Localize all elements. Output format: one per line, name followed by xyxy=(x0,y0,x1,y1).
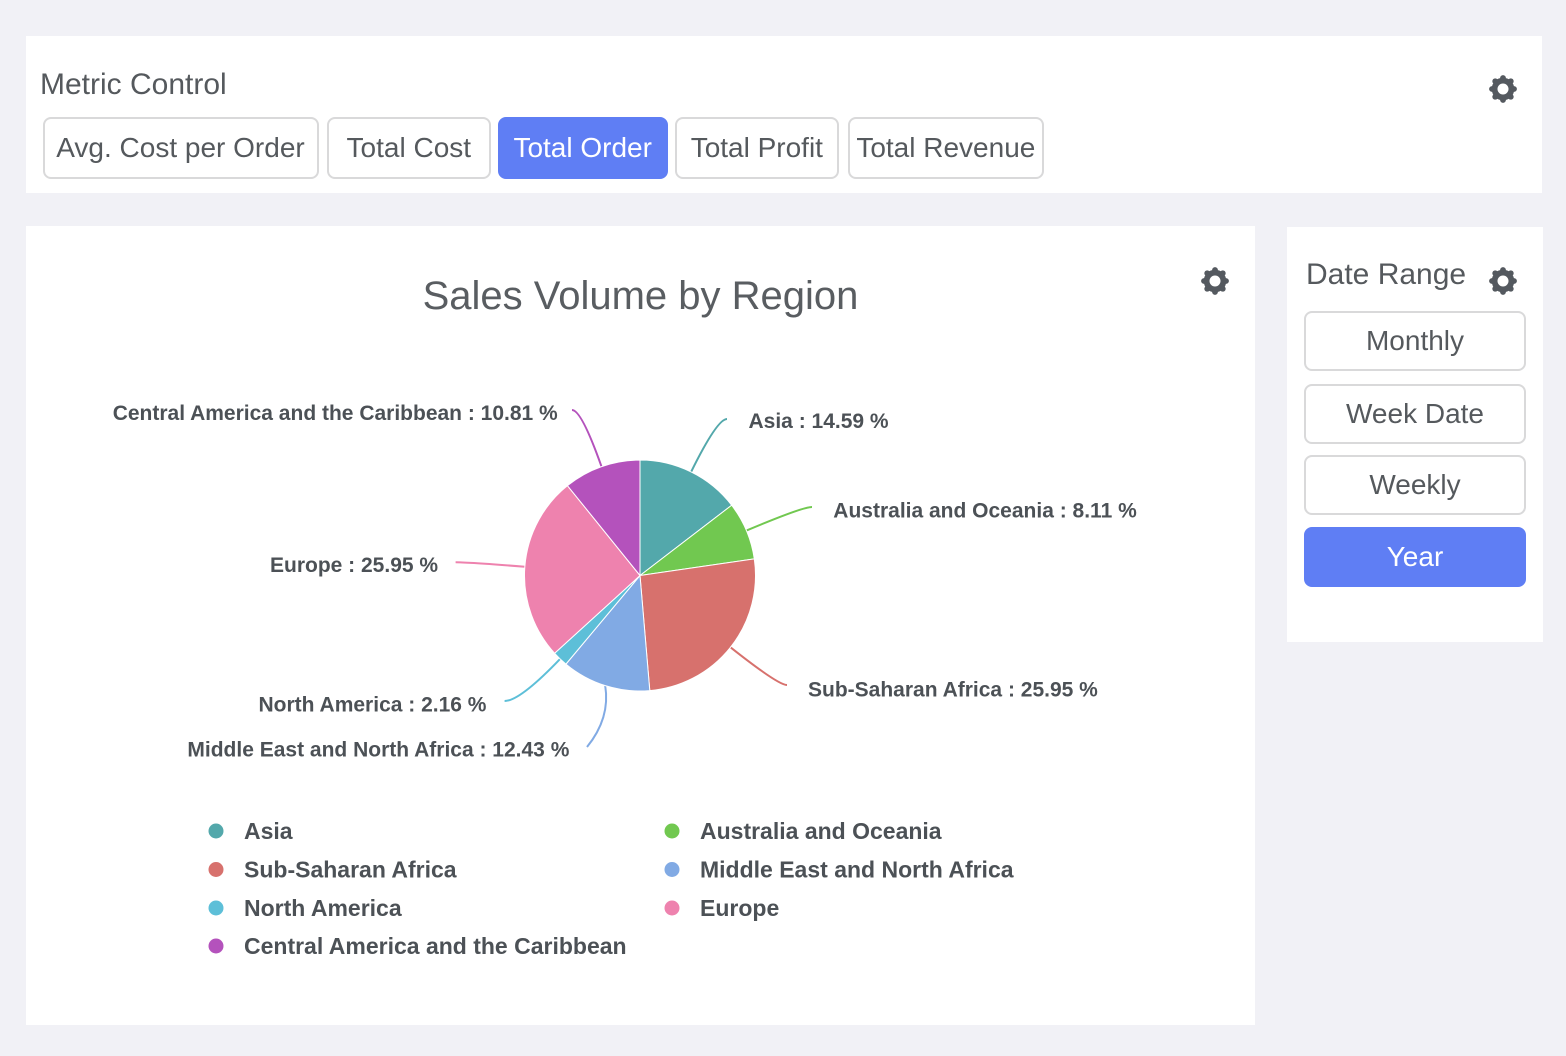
svg-text:Asia : 14.59 %: Asia : 14.59 % xyxy=(749,410,889,433)
svg-text:Middle East and North Africa: Middle East and North Africa xyxy=(700,856,1014,882)
svg-text:Sub-Saharan Africa: Sub-Saharan Africa xyxy=(244,856,457,882)
svg-text:Australia and Oceania : 8.11 %: Australia and Oceania : 8.11 % xyxy=(833,500,1137,523)
svg-text:Central America and the Caribb: Central America and the Caribbean xyxy=(244,933,627,959)
svg-text:North America: North America xyxy=(244,895,402,921)
svg-text:Australia and Oceania: Australia and Oceania xyxy=(700,818,942,844)
svg-text:Middle East and North Africa :: Middle East and North Africa : 12.43 % xyxy=(187,739,569,762)
svg-text:North America : 2.16 %: North America : 2.16 % xyxy=(259,694,487,717)
svg-text:Europe: Europe xyxy=(700,895,779,921)
svg-text:Asia: Asia xyxy=(244,818,293,844)
svg-text:Central America and the Caribb: Central America and the Caribbean : 10.8… xyxy=(113,402,558,425)
svg-text:Europe : 25.95 %: Europe : 25.95 % xyxy=(270,554,438,577)
svg-text:Sub-Saharan Africa : 25.95 %: Sub-Saharan Africa : 25.95 % xyxy=(808,678,1098,701)
